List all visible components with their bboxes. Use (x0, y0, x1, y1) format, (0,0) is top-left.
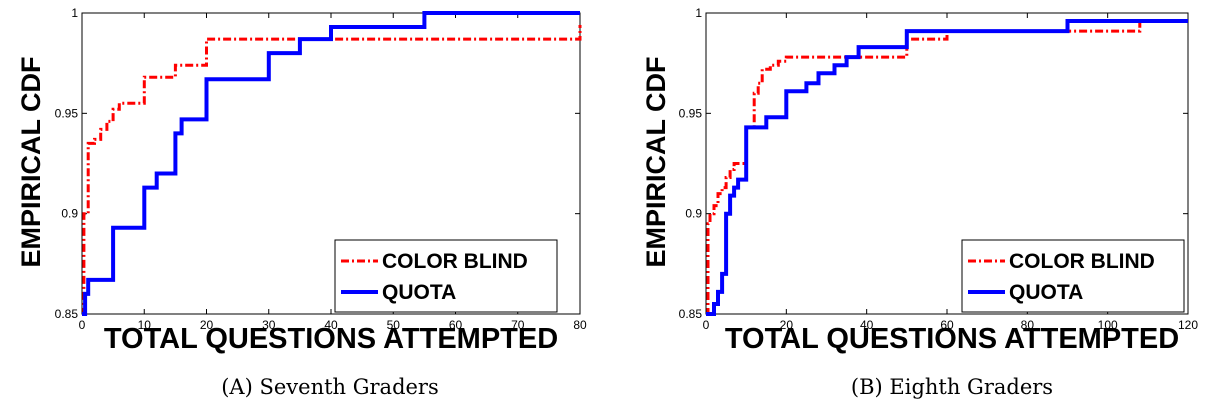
x-tick-label-a: 30 (262, 318, 276, 332)
y-tick-label-b: 1 (695, 6, 702, 20)
x-tick-label-a: 50 (387, 318, 401, 332)
y-axis-label-a: EMPIRICAL CDF (16, 56, 46, 267)
series-group-a (82, 11, 582, 316)
x-tick-label-b: 120 (1178, 318, 1198, 332)
legend-label-quota-b: QUOTA (1009, 281, 1083, 304)
x-tick-label-a: 60 (449, 318, 463, 332)
legend-label-color-blind-b: COLOR BLIND (1009, 250, 1155, 273)
x-tick-label-a: 40 (324, 318, 338, 332)
x-tick-label-b: 80 (1021, 318, 1035, 332)
chart-panel-a: 0 10 20 30 40 50 60 70 80 0.85 0.9 0.95 1 EMPIRICAL … (16, 6, 587, 399)
caption-a: (A) Seventh Graders (221, 375, 439, 399)
series-line-color-blind-a (82, 25, 582, 316)
legend-label-color-blind-a: COLOR BLIND (382, 250, 528, 273)
x-tick-label-a: 80 (573, 318, 587, 332)
x-tick-label-a: 10 (138, 318, 152, 332)
y-tick-label-a: 1 (71, 6, 78, 20)
series-line-quota-a (82, 11, 580, 316)
caption-b: (B) Eighth Graders (851, 375, 1053, 399)
x-tick-label-b: 100 (1098, 318, 1118, 332)
y-tick-label-b: 0.95 (679, 106, 703, 120)
y-tick-label-b: 0.9 (685, 207, 702, 221)
legend-a: COLOR BLIND QUOTA (334, 239, 558, 313)
legend-label-quota-a: QUOTA (382, 281, 456, 304)
y-axis-label-b: EMPIRICAL CDF (641, 56, 671, 267)
x-axis-label-b: TOTAL QUESTIONS ATTEMPTED (725, 323, 1179, 355)
series-line-color-blind-b (706, 19, 1188, 316)
x-tick-label-b: 0 (703, 318, 710, 332)
x-tick-label-a: 0 (79, 318, 86, 332)
y-tick-label-a: 0.9 (61, 207, 78, 221)
series-line-quota-b (706, 19, 1188, 316)
x-tick-label-b: 40 (860, 318, 874, 332)
chart-panel-b: 0 20 40 60 80 100 120 0.85 0.9 0.95 1 EMPIRICAL CD… (641, 6, 1198, 399)
y-tick-label-b: 0.85 (679, 307, 703, 321)
x-tick-label-b: 60 (940, 318, 954, 332)
plot-area-a: 0 10 20 30 40 50 60 70 80 0.85 0.9 0.95 1 (55, 6, 587, 332)
x-tick-label-a: 70 (511, 318, 525, 332)
legend-b: COLOR BLIND QUOTA (961, 239, 1185, 313)
y-tick-label-a: 0.85 (55, 307, 79, 321)
x-axis-label-a: TOTAL QUESTIONS ATTEMPTED (104, 323, 558, 355)
x-tick-label-b: 20 (780, 318, 794, 332)
x-tick-label-a: 20 (200, 318, 214, 332)
y-tick-label-a: 0.95 (55, 106, 79, 120)
series-group-b (706, 19, 1188, 316)
